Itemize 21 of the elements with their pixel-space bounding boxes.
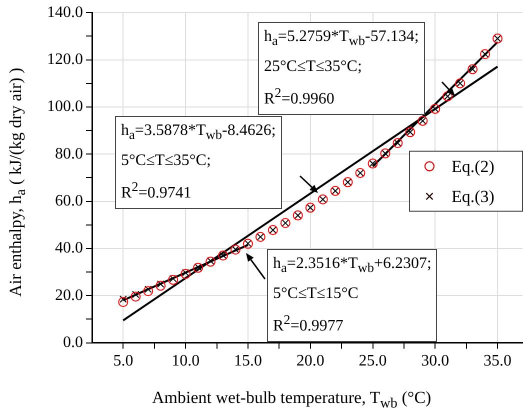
y-tick-label: 40.0	[55, 240, 83, 257]
y-tick-label: 140.0	[47, 4, 83, 21]
text: h$_{a}$=3.5878*T$_{wb}$-8.4626; 5°C≤T≤35°C; R$^{2}$=0.9741	[121, 122, 276, 202]
legend-label: Eq.(2)	[452, 156, 494, 176]
legend-label: Eq.(3)	[452, 186, 494, 206]
y-tick-label: 100.0	[47, 98, 83, 116]
x-tick-label: 15.0	[234, 352, 262, 370]
y-tick-label: 120.0	[47, 50, 83, 68]
y-tick-label: 0.0	[63, 334, 83, 352]
x-tick-label: 10.0	[172, 352, 200, 370]
y-tick-label: 20.0	[55, 286, 83, 304]
x-axis-title: Ambient wet-bulb temperature, T$_{wb}$ (°C)	[152, 388, 432, 412]
x-tick-label: 30.0	[421, 352, 450, 370]
y-tick-label: 60.0	[55, 192, 83, 210]
text: h$_{a}$=5.2759*T$_{wb}$-57.134; 25°C≤T≤35°C; R$^{2}$=0.9960	[264, 28, 419, 108]
x-tick-label: 5.0	[113, 352, 134, 370]
x-tick-label: 25.0	[358, 352, 387, 370]
y-tick-label: 80.0	[55, 145, 83, 162]
x-tick-label: 35.0	[484, 352, 512, 370]
x-tick-label: 20.0	[296, 352, 324, 370]
text: h$_{a}$=2.3516*T$_{wb}$+6.2307; 5°C≤T≤15°C R$^{2}$=0.9977	[273, 255, 432, 335]
